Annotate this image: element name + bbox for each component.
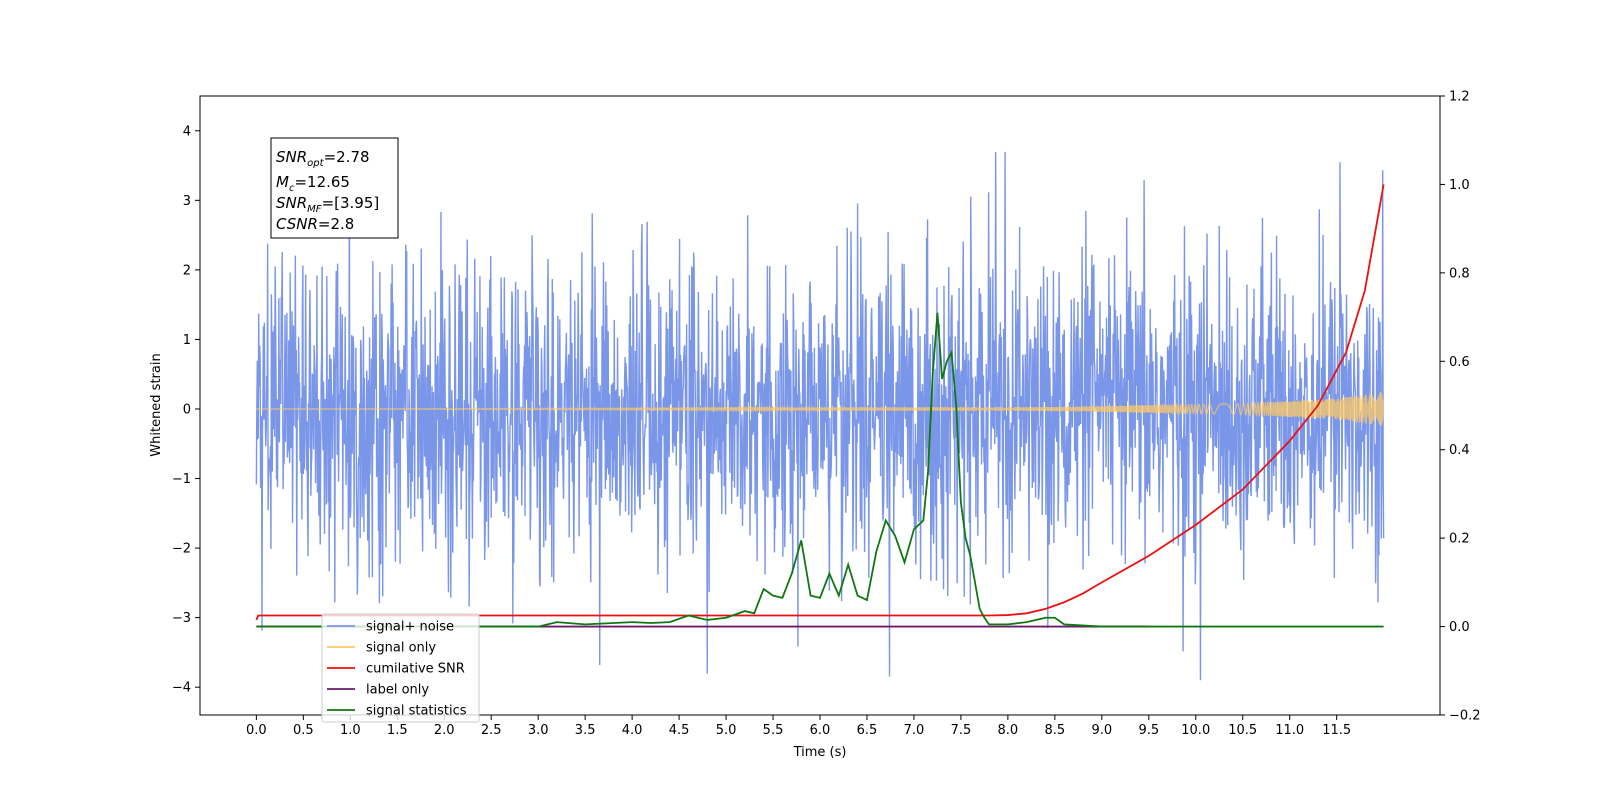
x-tick-label: 4.5 — [669, 723, 690, 738]
x-tick-label: 8.5 — [1045, 723, 1066, 738]
x-tick-label: 2.5 — [481, 723, 502, 738]
y-axis-label: Whitened strain — [149, 353, 164, 456]
x-tick-label: 3.0 — [528, 723, 549, 738]
series-cumilative-snr — [255, 184, 1385, 621]
legend-label: cumilative SNR — [366, 662, 465, 677]
stat-csnr: CSNR=2.8 — [276, 215, 354, 233]
y-tick-label: −1 — [172, 472, 191, 487]
series-signal-noise — [255, 151, 1385, 681]
stats-box: SNRopt=2.78 Mc=12.65 SNRMF=[3.95] CSNR=2… — [270, 137, 399, 239]
x-tick-label: 1.5 — [387, 723, 408, 738]
y-tick-label: 3 — [183, 194, 191, 209]
x-tick-label: 0.5 — [293, 723, 314, 738]
x-axis-label: Time (s) — [793, 745, 847, 760]
y-axis-right: 1.2 1.0 0.8 0.6 0.4 0.2 0.0 −0.2 — [1440, 90, 1481, 724]
x-tick-label: 5.0 — [716, 723, 737, 738]
stat-snr-opt: SNRopt=2.78 — [276, 148, 370, 169]
x-tick-label: 10.0 — [1181, 723, 1210, 738]
x-tick-label: 0.0 — [246, 723, 267, 738]
y-tick-label: −4 — [172, 681, 191, 696]
x-tick-label: 8.0 — [998, 723, 1019, 738]
stat-snr-mf: SNRMF=[3.95] — [276, 194, 379, 215]
x-tick-label: 5.5 — [763, 723, 784, 738]
x-tick-label: 9.5 — [1138, 723, 1159, 738]
y2-tick-label: 0.8 — [1449, 266, 1470, 281]
x-tick-label: 11.0 — [1275, 723, 1304, 738]
y2-tick-label: 0.2 — [1449, 532, 1470, 547]
y2-tick-label: 1.2 — [1449, 90, 1470, 105]
y-axis-left: 4 3 2 1 0 −1 −2 −3 −4 — [172, 124, 200, 696]
y2-tick-label: −0.2 — [1449, 709, 1481, 724]
x-tick-label: 11.5 — [1322, 723, 1351, 738]
x-tick-label: 9.0 — [1091, 723, 1112, 738]
x-tick-label: 2.0 — [434, 723, 455, 738]
legend-label: signal statistics — [366, 704, 467, 719]
legend-label: label only — [366, 683, 429, 698]
y2-tick-label: 0.4 — [1449, 443, 1470, 458]
y-tick-label: −2 — [172, 542, 191, 557]
legend-label: signal+ noise — [366, 620, 454, 635]
x-tick-label: 7.5 — [951, 723, 972, 738]
y2-tick-label: 0.6 — [1449, 355, 1470, 370]
stat-mc: Mc=12.65 — [276, 173, 350, 194]
y-tick-label: −3 — [172, 611, 191, 626]
y-tick-label: 1 — [183, 333, 191, 348]
x-tick-label: 1.0 — [340, 723, 361, 738]
x-tick-label: 10.5 — [1228, 723, 1257, 738]
series-signal-statistics — [256, 312, 1384, 628]
x-axis: 0.0 0.5 1.0 1.5 2.0 2.5 3.0 3.5 4.0 4.5 5.0 5.5 6.0 6… — [246, 715, 1351, 738]
x-tick-label: 4.0 — [622, 723, 643, 738]
x-tick-label: 6.0 — [810, 723, 831, 738]
series-layer — [255, 151, 1385, 681]
legend-label: signal only — [366, 641, 436, 656]
y2-tick-label: 0.0 — [1449, 620, 1470, 635]
x-tick-label: 3.5 — [575, 723, 596, 738]
y-tick-label: 4 — [183, 124, 191, 139]
y-tick-label: 0 — [183, 402, 191, 417]
series-signal-only — [256, 392, 1385, 426]
legend: signal+ noise signal only cumilative SNR la… — [321, 613, 480, 723]
y-tick-label: 2 — [183, 263, 191, 278]
x-tick-label: 6.5 — [857, 723, 878, 738]
x-tick-label: 7.0 — [904, 723, 925, 738]
y2-tick-label: 1.0 — [1449, 178, 1470, 193]
